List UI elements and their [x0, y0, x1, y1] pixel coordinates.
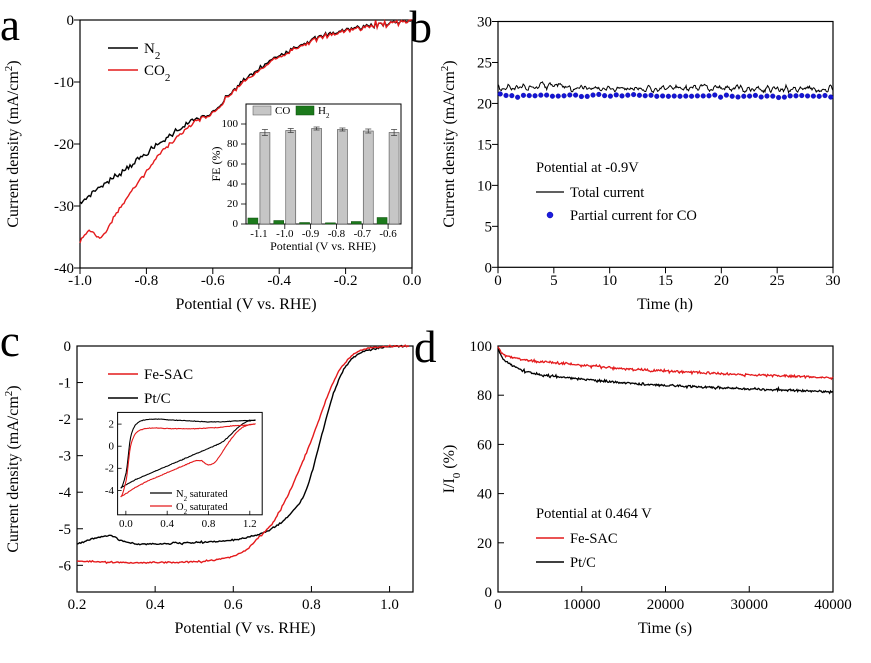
svg-text:0: 0 [109, 441, 115, 453]
svg-text:Current density (mA/cm2): Current density (mA/cm2) [439, 60, 458, 227]
svg-text:Potential at 0.464 V: Potential at 0.464 V [536, 506, 652, 522]
svg-text:a: a [0, 0, 20, 50]
svg-text:0.4: 0.4 [146, 597, 165, 613]
svg-text:0.4: 0.4 [160, 518, 174, 530]
svg-text:20: 20 [477, 96, 492, 112]
svg-text:-20: -20 [54, 137, 74, 153]
svg-text:100: 100 [470, 339, 493, 355]
svg-text:10: 10 [602, 273, 617, 289]
svg-text:-6: -6 [59, 558, 72, 574]
svg-text:-10: -10 [54, 75, 74, 91]
svg-text:5: 5 [550, 273, 558, 289]
svg-text:I/I0 (%): I/I0 (%) [441, 445, 463, 494]
svg-text:80: 80 [227, 138, 239, 150]
svg-text:0.6: 0.6 [224, 597, 243, 613]
svg-text:40: 40 [227, 178, 239, 190]
svg-text:25: 25 [770, 273, 785, 289]
svg-text:1.2: 1.2 [243, 518, 257, 530]
svg-text:0.0: 0.0 [119, 518, 133, 530]
svg-text:0.8: 0.8 [302, 597, 321, 613]
svg-text:Partial current for CO: Partial current for CO [570, 208, 697, 224]
svg-text:N2: N2 [144, 41, 160, 62]
svg-text:5: 5 [485, 219, 493, 235]
svg-text:0.8: 0.8 [202, 518, 216, 530]
svg-text:-0.2: -0.2 [334, 273, 358, 289]
svg-text:60: 60 [477, 437, 492, 453]
svg-text:-4: -4 [59, 485, 72, 501]
svg-text:0.0: 0.0 [403, 273, 422, 289]
svg-text:20000: 20000 [647, 597, 685, 613]
svg-text:0: 0 [494, 273, 502, 289]
svg-text:20: 20 [714, 273, 729, 289]
svg-text:-0.6: -0.6 [379, 228, 397, 240]
svg-text:2: 2 [109, 419, 115, 431]
svg-text:0: 0 [233, 218, 239, 230]
svg-text:Potential (V vs. RHE): Potential (V vs. RHE) [175, 296, 316, 313]
svg-text:0: 0 [64, 339, 72, 355]
svg-text:0.2: 0.2 [68, 597, 87, 613]
svg-text:100: 100 [222, 118, 239, 130]
svg-text:Pt/C: Pt/C [570, 555, 596, 571]
svg-text:20: 20 [227, 198, 239, 210]
svg-text:15: 15 [477, 137, 492, 153]
svg-text:60: 60 [227, 158, 239, 170]
svg-text:-2: -2 [59, 412, 72, 428]
svg-text:Current density (mA/cm2): Current density (mA/cm2) [3, 60, 22, 227]
svg-text:b: b [410, 2, 433, 52]
svg-text:Pt/C: Pt/C [144, 391, 171, 407]
svg-text:10000: 10000 [563, 597, 601, 613]
svg-text:0: 0 [485, 585, 493, 601]
svg-text:15: 15 [658, 273, 673, 289]
svg-text:0: 0 [494, 597, 502, 613]
svg-text:0: 0 [67, 13, 75, 29]
svg-text:Fe-SAC: Fe-SAC [144, 367, 193, 383]
svg-text:40000: 40000 [814, 597, 852, 613]
svg-text:-0.8: -0.8 [135, 273, 159, 289]
svg-text:80: 80 [477, 388, 492, 404]
svg-text:-0.6: -0.6 [201, 273, 225, 289]
svg-text:-2: -2 [105, 463, 114, 475]
svg-text:20: 20 [477, 536, 492, 552]
svg-text:Fe-SAC: Fe-SAC [570, 531, 618, 547]
svg-text:Potential (V vs. RHE): Potential (V vs. RHE) [270, 239, 376, 253]
svg-text:25: 25 [477, 55, 492, 71]
svg-text:Potential (V vs. RHE): Potential (V vs. RHE) [174, 620, 315, 637]
svg-text:FE (%): FE (%) [209, 147, 223, 182]
svg-text:-30: -30 [54, 199, 74, 215]
svg-text:40: 40 [477, 487, 492, 503]
svg-text:-4: -4 [105, 485, 115, 497]
svg-text:-1: -1 [59, 376, 72, 392]
svg-text:-5: -5 [59, 522, 72, 538]
svg-text:30: 30 [477, 15, 492, 31]
svg-text:d: d [414, 322, 437, 372]
svg-text:CO: CO [275, 105, 290, 117]
svg-text:Time (h): Time (h) [637, 296, 693, 313]
svg-text:30000: 30000 [731, 597, 769, 613]
svg-text:10: 10 [477, 178, 492, 194]
svg-text:c: c [0, 316, 20, 366]
svg-text:0: 0 [485, 260, 493, 276]
svg-text:CO2: CO2 [144, 63, 170, 84]
svg-text:-40: -40 [54, 261, 74, 277]
svg-text:Current density (mA/cm2): Current density (mA/cm2) [3, 385, 22, 552]
svg-text:30: 30 [826, 273, 841, 289]
svg-text:Potential at -0.9V: Potential at -0.9V [536, 160, 639, 176]
svg-text:1.0: 1.0 [380, 597, 399, 613]
svg-text:-0.4: -0.4 [267, 273, 291, 289]
svg-text:-1.1: -1.1 [250, 228, 267, 240]
svg-text:-3: -3 [59, 449, 72, 465]
svg-text:Time (s): Time (s) [638, 620, 692, 637]
svg-text:Total current: Total current [570, 185, 644, 201]
